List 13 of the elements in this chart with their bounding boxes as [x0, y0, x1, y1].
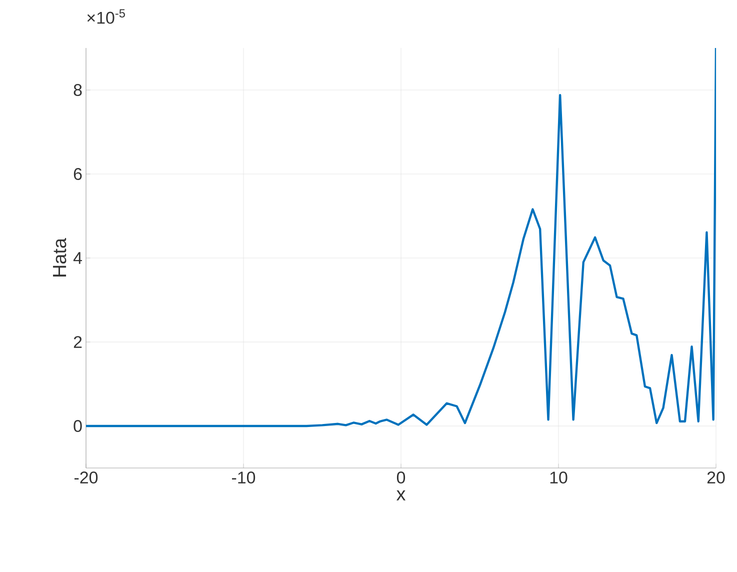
- y-tick-label: 4: [73, 252, 82, 264]
- x-tick-label: 20: [707, 472, 725, 484]
- y-tick-label: 0: [74, 420, 82, 432]
- x-tick-label: -10: [232, 472, 256, 484]
- text: ×10$^{-5}$: [87, 9, 125, 24]
- x-tick-label: 0: [396, 472, 406, 484]
- x-tick-label: 10: [550, 472, 568, 484]
- x-axis-title: x: [396, 490, 406, 500]
- y-tick-label: 2: [74, 336, 82, 348]
- y-tick-label: 8: [74, 84, 82, 96]
- y-axis-title: Hata: [53, 238, 66, 276]
- y-tick-label: 6: [74, 168, 82, 180]
- x-tick-label: -20: [74, 472, 98, 484]
